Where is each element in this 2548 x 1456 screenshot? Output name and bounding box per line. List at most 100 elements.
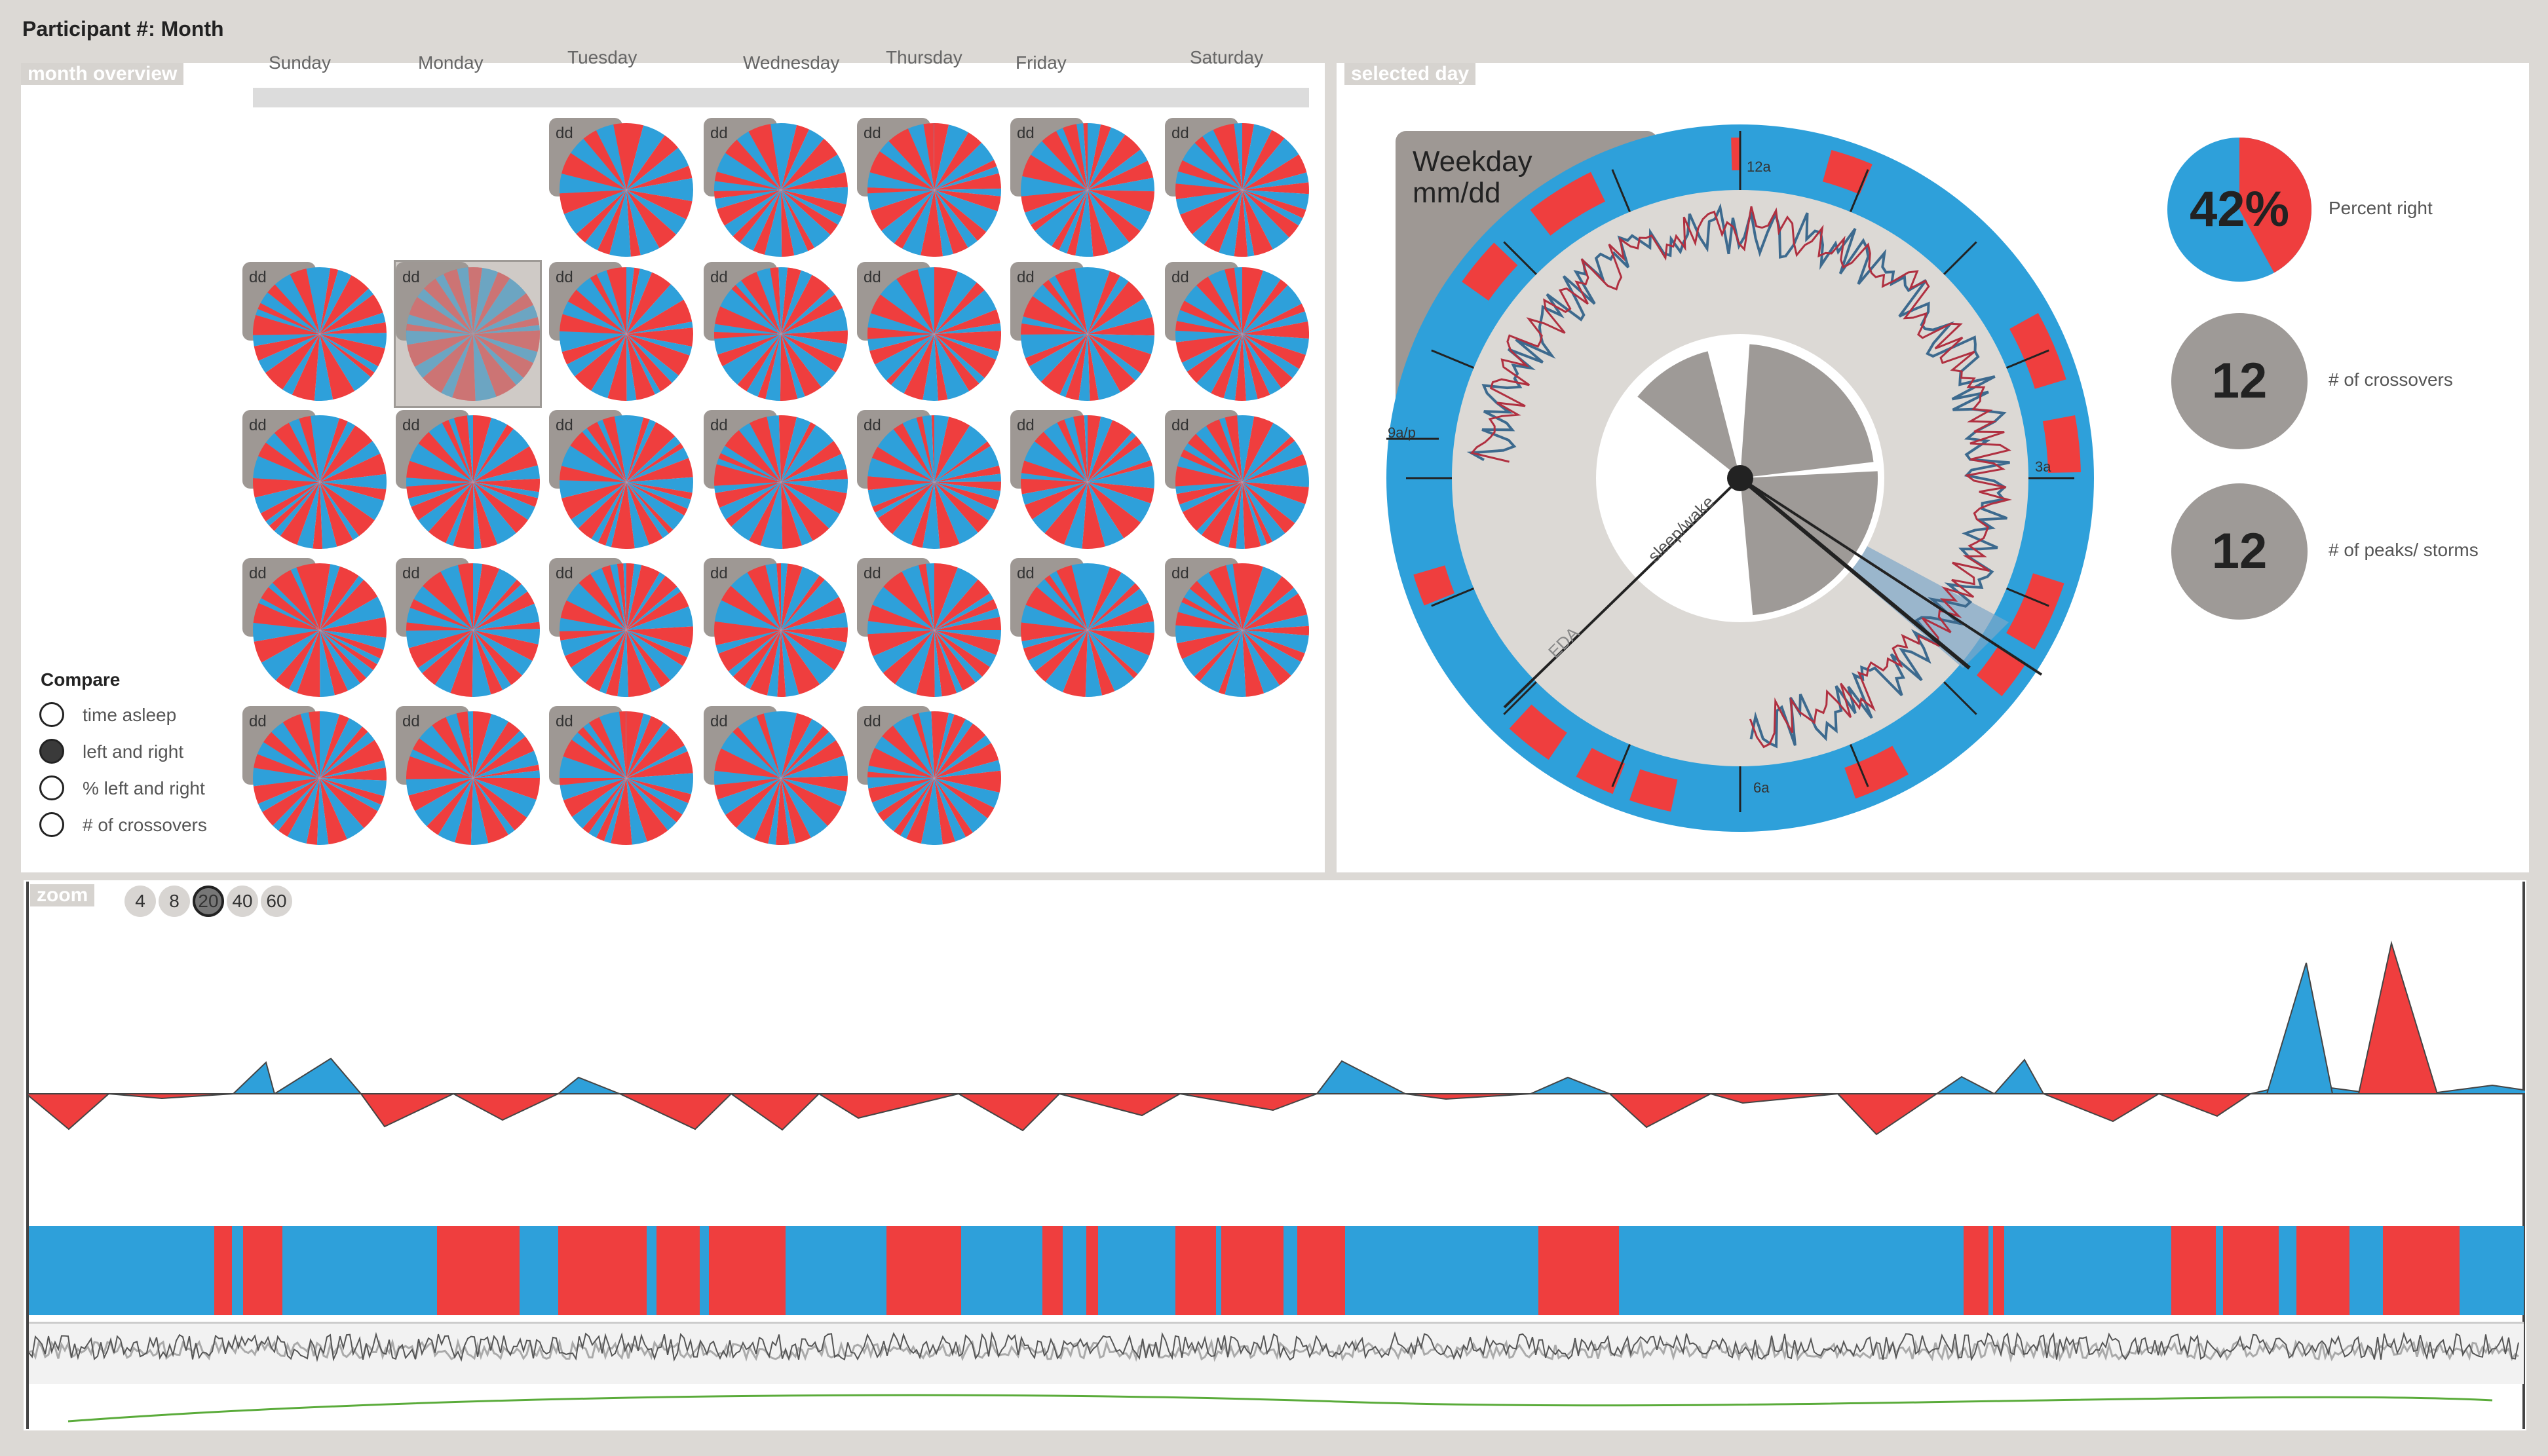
stat-label: # of peaks/ storms	[2329, 540, 2479, 560]
calendar-day-cell[interactable]: dd	[1165, 118, 1309, 262]
calendar-day-cell[interactable]: dd	[549, 262, 693, 406]
day-number: dd	[864, 565, 881, 582]
stat-value: 12	[2211, 523, 2268, 579]
calendar-day-cell[interactable]: dd	[704, 706, 848, 850]
zoom-eda-chart[interactable]	[26, 917, 2525, 1205]
radio-button[interactable]	[39, 702, 64, 727]
zoom-level-button[interactable]: 60	[261, 886, 292, 917]
day-number: dd	[1171, 417, 1189, 434]
stat-label: # of crossovers	[2329, 369, 2453, 390]
compare-option-label: % left and right	[83, 778, 205, 798]
calendar-day-cell[interactable]: dd	[242, 262, 387, 406]
zoom-level-button[interactable]: 4	[124, 886, 156, 917]
calendar-day-cell[interactable]: dd	[1010, 558, 1154, 702]
calendar-day-cell[interactable]: dd	[242, 410, 387, 554]
calendar-day-cell[interactable]: dd	[704, 410, 848, 554]
clock-label-bottom: 6a	[1753, 779, 1770, 796]
calendar-day-cell[interactable]: dd	[549, 410, 693, 554]
left-right-bar[interactable]	[29, 1226, 2524, 1315]
stat-label: Percent right	[2329, 198, 2433, 218]
stat-circle: 12	[2171, 313, 2308, 449]
calendar-day-cell[interactable]: dd	[1165, 558, 1309, 702]
calendar-day-cell[interactable]: dd	[396, 410, 540, 554]
calendar-day-cell[interactable]: dd	[704, 558, 848, 702]
day-number: dd	[710, 565, 728, 582]
zoom-level-button[interactable]: 8	[159, 886, 190, 917]
calendar-day-cell[interactable]: dd	[549, 558, 693, 702]
acceleration-traces	[29, 1331, 2519, 1363]
compare-option-label: left and right	[83, 741, 184, 762]
day-number: dd	[864, 713, 881, 730]
day-date: mm/dd	[1413, 177, 1501, 209]
calendar-day-cell[interactable]: dd	[857, 706, 1001, 850]
day-number: dd	[710, 124, 728, 142]
day-number: dd	[1017, 269, 1035, 286]
compare-option-label: time asleep	[83, 705, 177, 725]
clock-hand-1	[1503, 477, 1741, 709]
calendar-day-cell[interactable]: dd	[857, 118, 1001, 262]
calendar-day-cell[interactable]: dd	[549, 706, 693, 850]
day-number: dd	[556, 269, 573, 286]
day-number: dd	[1171, 269, 1189, 286]
calendar-day-cell[interactable]: dd	[1165, 410, 1309, 554]
calendar-day-cell[interactable]: dd	[396, 558, 540, 702]
stat-value: 42%	[2189, 181, 2290, 237]
selected-day-label: selected day	[1344, 63, 1476, 85]
calendar-day-cell[interactable]: dd	[857, 262, 1001, 406]
day-number: dd	[1171, 565, 1189, 582]
day-number: dd	[1017, 565, 1035, 582]
temperature-trace	[67, 1394, 2493, 1423]
day-name-sunday: Sunday	[269, 52, 331, 73]
calendar-day-cell[interactable]: dd	[242, 558, 387, 702]
day-clock-chart[interactable]: 12a 3a 6a 9a/p sleep/wake EDA	[1380, 118, 2101, 838]
day-number: dd	[710, 713, 728, 730]
day-name-monday: Monday	[418, 52, 484, 73]
page-title: Participant #: Month	[22, 17, 224, 41]
day-number: dd	[402, 713, 420, 730]
day-name-thursday: Thursday	[886, 47, 962, 67]
calendar-day-cell[interactable]: dd	[1010, 118, 1154, 262]
eda-trace-2	[1470, 206, 2012, 749]
clock-label-left: 9a/p	[1388, 424, 1416, 441]
day-name-tuesday: Tuesday	[567, 47, 637, 67]
eda-trace	[1466, 203, 2010, 749]
day-name-wednesday: Wednesday	[743, 52, 840, 73]
day-number: dd	[710, 269, 728, 286]
calendar-day-cell[interactable]: dd	[857, 410, 1001, 554]
zoom-level-button[interactable]: 40	[227, 886, 258, 917]
calendar-day-cell[interactable]: dd	[549, 118, 693, 262]
calendar-day-cell[interactable]: dd	[242, 706, 387, 850]
day-number: dd	[402, 417, 420, 434]
clock-label-top: 12a	[1747, 159, 1771, 175]
month-overview-label: month overview	[21, 63, 184, 85]
zoom-level-button[interactable]: 20	[193, 886, 224, 917]
weekday-header	[253, 88, 1309, 107]
radio-button[interactable]	[39, 812, 64, 837]
calendar-day-cell[interactable]: dd	[1010, 262, 1154, 406]
day-number: dd	[556, 565, 573, 582]
day-number: dd	[249, 713, 267, 730]
day-number: dd	[249, 417, 267, 434]
calendar-day-cell[interactable]: dd	[857, 558, 1001, 702]
calendar-day-cell[interactable]: dd	[704, 118, 848, 262]
radio-button[interactable]	[39, 775, 64, 800]
day-number: dd	[249, 269, 267, 286]
day-number: dd	[864, 417, 881, 434]
calendar-day-cell[interactable]: dd	[704, 262, 848, 406]
day-number: dd	[1171, 124, 1189, 142]
day-number: dd	[1017, 124, 1035, 142]
day-number: dd	[864, 124, 881, 142]
calendar-day-cell[interactable]: dd	[394, 260, 542, 408]
radio-button[interactable]	[39, 739, 64, 764]
stat-value: 12	[2211, 353, 2268, 409]
day-title: Weekday	[1413, 145, 1532, 177]
day-number: dd	[556, 417, 573, 434]
zoom-label: zoom	[30, 884, 95, 906]
percent-right-pie	[2167, 138, 2311, 282]
compare-title: Compare	[41, 669, 121, 690]
calendar-day-cell[interactable]: dd	[1165, 262, 1309, 406]
compare-option-label: # of crossovers	[83, 815, 207, 835]
day-number: dd	[556, 124, 573, 142]
calendar-day-cell[interactable]: dd	[1010, 410, 1154, 554]
calendar-day-cell[interactable]: dd	[396, 706, 540, 850]
